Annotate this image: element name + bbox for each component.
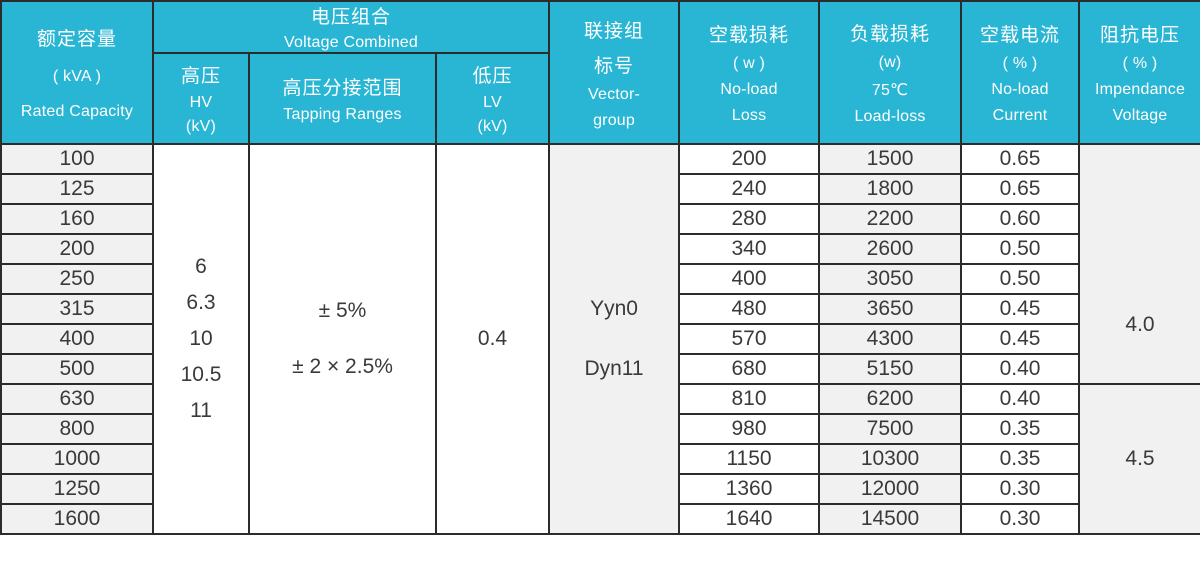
table-header: 额定容量 ( kVA ) Rated Capacity 电压组合 Voltage…: [0, 0, 1200, 145]
cell-no-load-current: 0.65: [960, 173, 1081, 205]
cell-no-load-current: 0.30: [960, 503, 1081, 535]
col-header-no-load-current: 空载电流 ( % ) No-load Current: [960, 0, 1081, 145]
cell-hv-values: 6 6.3 10 10.5 11: [152, 143, 250, 535]
cell-rated-capacity: 630: [0, 383, 154, 415]
cell-vector-group: Yyn0 Dyn11: [548, 143, 681, 535]
cell-rated-capacity: 125: [0, 173, 154, 205]
tap-value: ± 2 × 2.5%: [292, 355, 393, 378]
col-header-vector-group: 联接组 标号 Vector- group: [548, 0, 681, 145]
cell-no-load-current: 0.45: [960, 323, 1081, 355]
cell-impedance-voltage: 4.0: [1078, 143, 1200, 385]
cell-load-loss: 2200: [818, 203, 963, 235]
cell-no-load-loss: 480: [678, 293, 821, 325]
cell-no-load-current: 0.65: [960, 143, 1081, 175]
hv-value: 6.3: [186, 291, 216, 314]
cell-no-load-current: 0.60: [960, 203, 1081, 235]
table-row: 100 6 6.3 10 10.5 11 ± 5% ± 2 × 2.5% 0.4 Yyn0 Dyn1…: [0, 143, 1200, 535]
cell-no-load-loss: 810: [678, 383, 821, 415]
cell-load-loss: 12000: [818, 473, 963, 505]
hv-value: 10.5: [180, 363, 222, 386]
col-header-load-loss: 负载损耗 (w) 75℃ Load-loss: [818, 0, 963, 145]
table-row: 630 810 6200 0.40 4.5: [0, 383, 1200, 535]
tap-value: ± 5%: [318, 299, 367, 322]
cell-no-load-loss: 1150: [678, 443, 821, 475]
cell-no-load-loss: 240: [678, 173, 821, 205]
cell-rated-capacity: 200: [0, 233, 154, 265]
cell-no-load-loss: 1640: [678, 503, 821, 535]
cell-no-load-current: 0.30: [960, 473, 1081, 505]
table-row: 800 980 7500 0.35: [0, 413, 1200, 445]
table-row: 250 400 3050 0.50: [0, 263, 1200, 295]
table-row: 1250 1360 12000 0.30: [0, 473, 1200, 505]
cell-load-loss: 1800: [818, 173, 963, 205]
cell-no-load-loss: 1360: [678, 473, 821, 505]
table-row: 1000 1150 10300 0.35: [0, 443, 1200, 475]
cell-rated-capacity: 250: [0, 263, 154, 295]
cell-load-loss: 2600: [818, 233, 963, 265]
col-header-lv: 低压 LV (kV): [434, 52, 551, 145]
cell-rated-capacity: 1000: [0, 443, 154, 475]
col-header-tapping-ranges: 高压分接范围 Tapping Ranges: [248, 52, 437, 145]
vec-value: Dyn11: [584, 357, 644, 380]
table-row: 315 480 3650 0.45: [0, 293, 1200, 325]
cell-no-load-loss: 200: [678, 143, 821, 175]
cell-load-loss: 6200: [818, 383, 963, 415]
cell-load-loss: 7500: [818, 413, 963, 445]
cell-no-load-loss: 570: [678, 323, 821, 355]
hv-value: 10: [189, 327, 213, 350]
table-row: 400 570 4300 0.45: [0, 323, 1200, 355]
cell-load-loss: 4300: [818, 323, 963, 355]
col-header-no-load-loss: 空载损耗 ( w ) No-load Loss: [678, 0, 821, 145]
cell-tapping-ranges: ± 5% ± 2 × 2.5%: [248, 143, 437, 535]
cell-no-load-loss: 980: [678, 413, 821, 445]
cell-rated-capacity: 1600: [0, 503, 154, 535]
transformer-spec-table: 额定容量 ( kVA ) Rated Capacity 电压组合 Voltage…: [0, 0, 1200, 535]
cell-load-loss: 5150: [818, 353, 963, 385]
col-header-hv: 高压 HV (kV): [152, 52, 250, 145]
cell-no-load-current: 0.50: [960, 263, 1081, 295]
cell-no-load-current: 0.40: [960, 353, 1081, 385]
col-header-impedance-voltage: 阻抗电压 ( % ) Impendance Voltage: [1078, 0, 1200, 145]
cell-rated-capacity: 800: [0, 413, 154, 445]
table-row: 160 280 2200 0.60: [0, 203, 1200, 235]
cell-lv-value: 0.4: [434, 143, 551, 535]
hv-value: 6: [195, 255, 207, 278]
col-header-rated-capacity: 额定容量 ( kVA ) Rated Capacity: [0, 0, 154, 145]
cell-impedance-voltage: 4.5: [1078, 383, 1200, 535]
cell-no-load-current: 0.40: [960, 383, 1081, 415]
cell-rated-capacity: 315: [0, 293, 154, 325]
table-row: 125 240 1800 0.65: [0, 173, 1200, 205]
cell-rated-capacity: 160: [0, 203, 154, 235]
cell-no-load-loss: 400: [678, 263, 821, 295]
cell-no-load-current: 0.35: [960, 443, 1081, 475]
cell-load-loss: 3050: [818, 263, 963, 295]
table-row: 1600 1640 14500 0.30: [0, 503, 1200, 535]
cell-no-load-loss: 280: [678, 203, 821, 235]
cell-rated-capacity: 400: [0, 323, 154, 355]
cell-no-load-loss: 340: [678, 233, 821, 265]
cell-no-load-current: 0.50: [960, 233, 1081, 265]
cell-load-loss: 3650: [818, 293, 963, 325]
cell-load-loss: 14500: [818, 503, 963, 535]
hv-value: 11: [190, 399, 212, 422]
cell-no-load-current: 0.45: [960, 293, 1081, 325]
vec-value: Yyn0: [590, 297, 638, 320]
cell-no-load-current: 0.35: [960, 413, 1081, 445]
cell-rated-capacity: 100: [0, 143, 154, 175]
cell-no-load-loss: 680: [678, 353, 821, 385]
cell-rated-capacity: 1250: [0, 473, 154, 505]
group-header-voltage-combined: 电压组合 Voltage Combined: [151, 0, 551, 54]
table-body: 100 6 6.3 10 10.5 11 ± 5% ± 2 × 2.5% 0.4 Yyn0 Dyn1…: [0, 143, 1200, 535]
cell-load-loss: 10300: [818, 443, 963, 475]
cell-rated-capacity: 500: [0, 353, 154, 385]
cell-load-loss: 1500: [818, 143, 963, 175]
table-row: 200 340 2600 0.50: [0, 233, 1200, 265]
table-row: 500 680 5150 0.40: [0, 353, 1200, 385]
